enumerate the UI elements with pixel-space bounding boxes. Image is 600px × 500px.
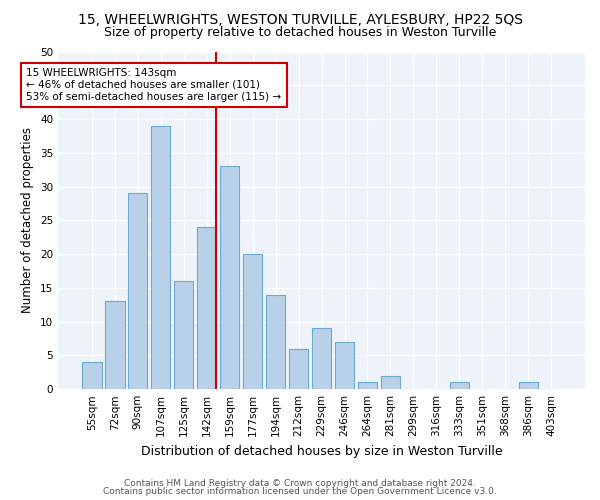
Text: Size of property relative to detached houses in Weston Turville: Size of property relative to detached ho…: [104, 26, 496, 39]
Bar: [105, 302, 125, 389]
Bar: [449, 382, 469, 389]
Text: Contains public sector information licensed under the Open Government Licence v3: Contains public sector information licen…: [103, 487, 497, 496]
Bar: [518, 382, 538, 389]
Bar: [289, 348, 308, 389]
Bar: [128, 194, 148, 389]
Bar: [220, 166, 239, 389]
X-axis label: Distribution of detached houses by size in Weston Turville: Distribution of detached houses by size …: [141, 444, 502, 458]
Text: Contains HM Land Registry data © Crown copyright and database right 2024.: Contains HM Land Registry data © Crown c…: [124, 478, 476, 488]
Bar: [82, 362, 101, 389]
Text: 15 WHEELWRIGHTS: 143sqm
← 46% of detached houses are smaller (101)
53% of semi-d: 15 WHEELWRIGHTS: 143sqm ← 46% of detache…: [26, 68, 281, 102]
Bar: [151, 126, 170, 389]
Bar: [380, 376, 400, 389]
Bar: [243, 254, 262, 389]
Bar: [335, 342, 354, 389]
Bar: [312, 328, 331, 389]
Text: 15, WHEELWRIGHTS, WESTON TURVILLE, AYLESBURY, HP22 5QS: 15, WHEELWRIGHTS, WESTON TURVILLE, AYLES…: [77, 12, 523, 26]
Y-axis label: Number of detached properties: Number of detached properties: [22, 128, 34, 314]
Bar: [266, 294, 286, 389]
Bar: [174, 281, 193, 389]
Bar: [358, 382, 377, 389]
Bar: [197, 227, 217, 389]
